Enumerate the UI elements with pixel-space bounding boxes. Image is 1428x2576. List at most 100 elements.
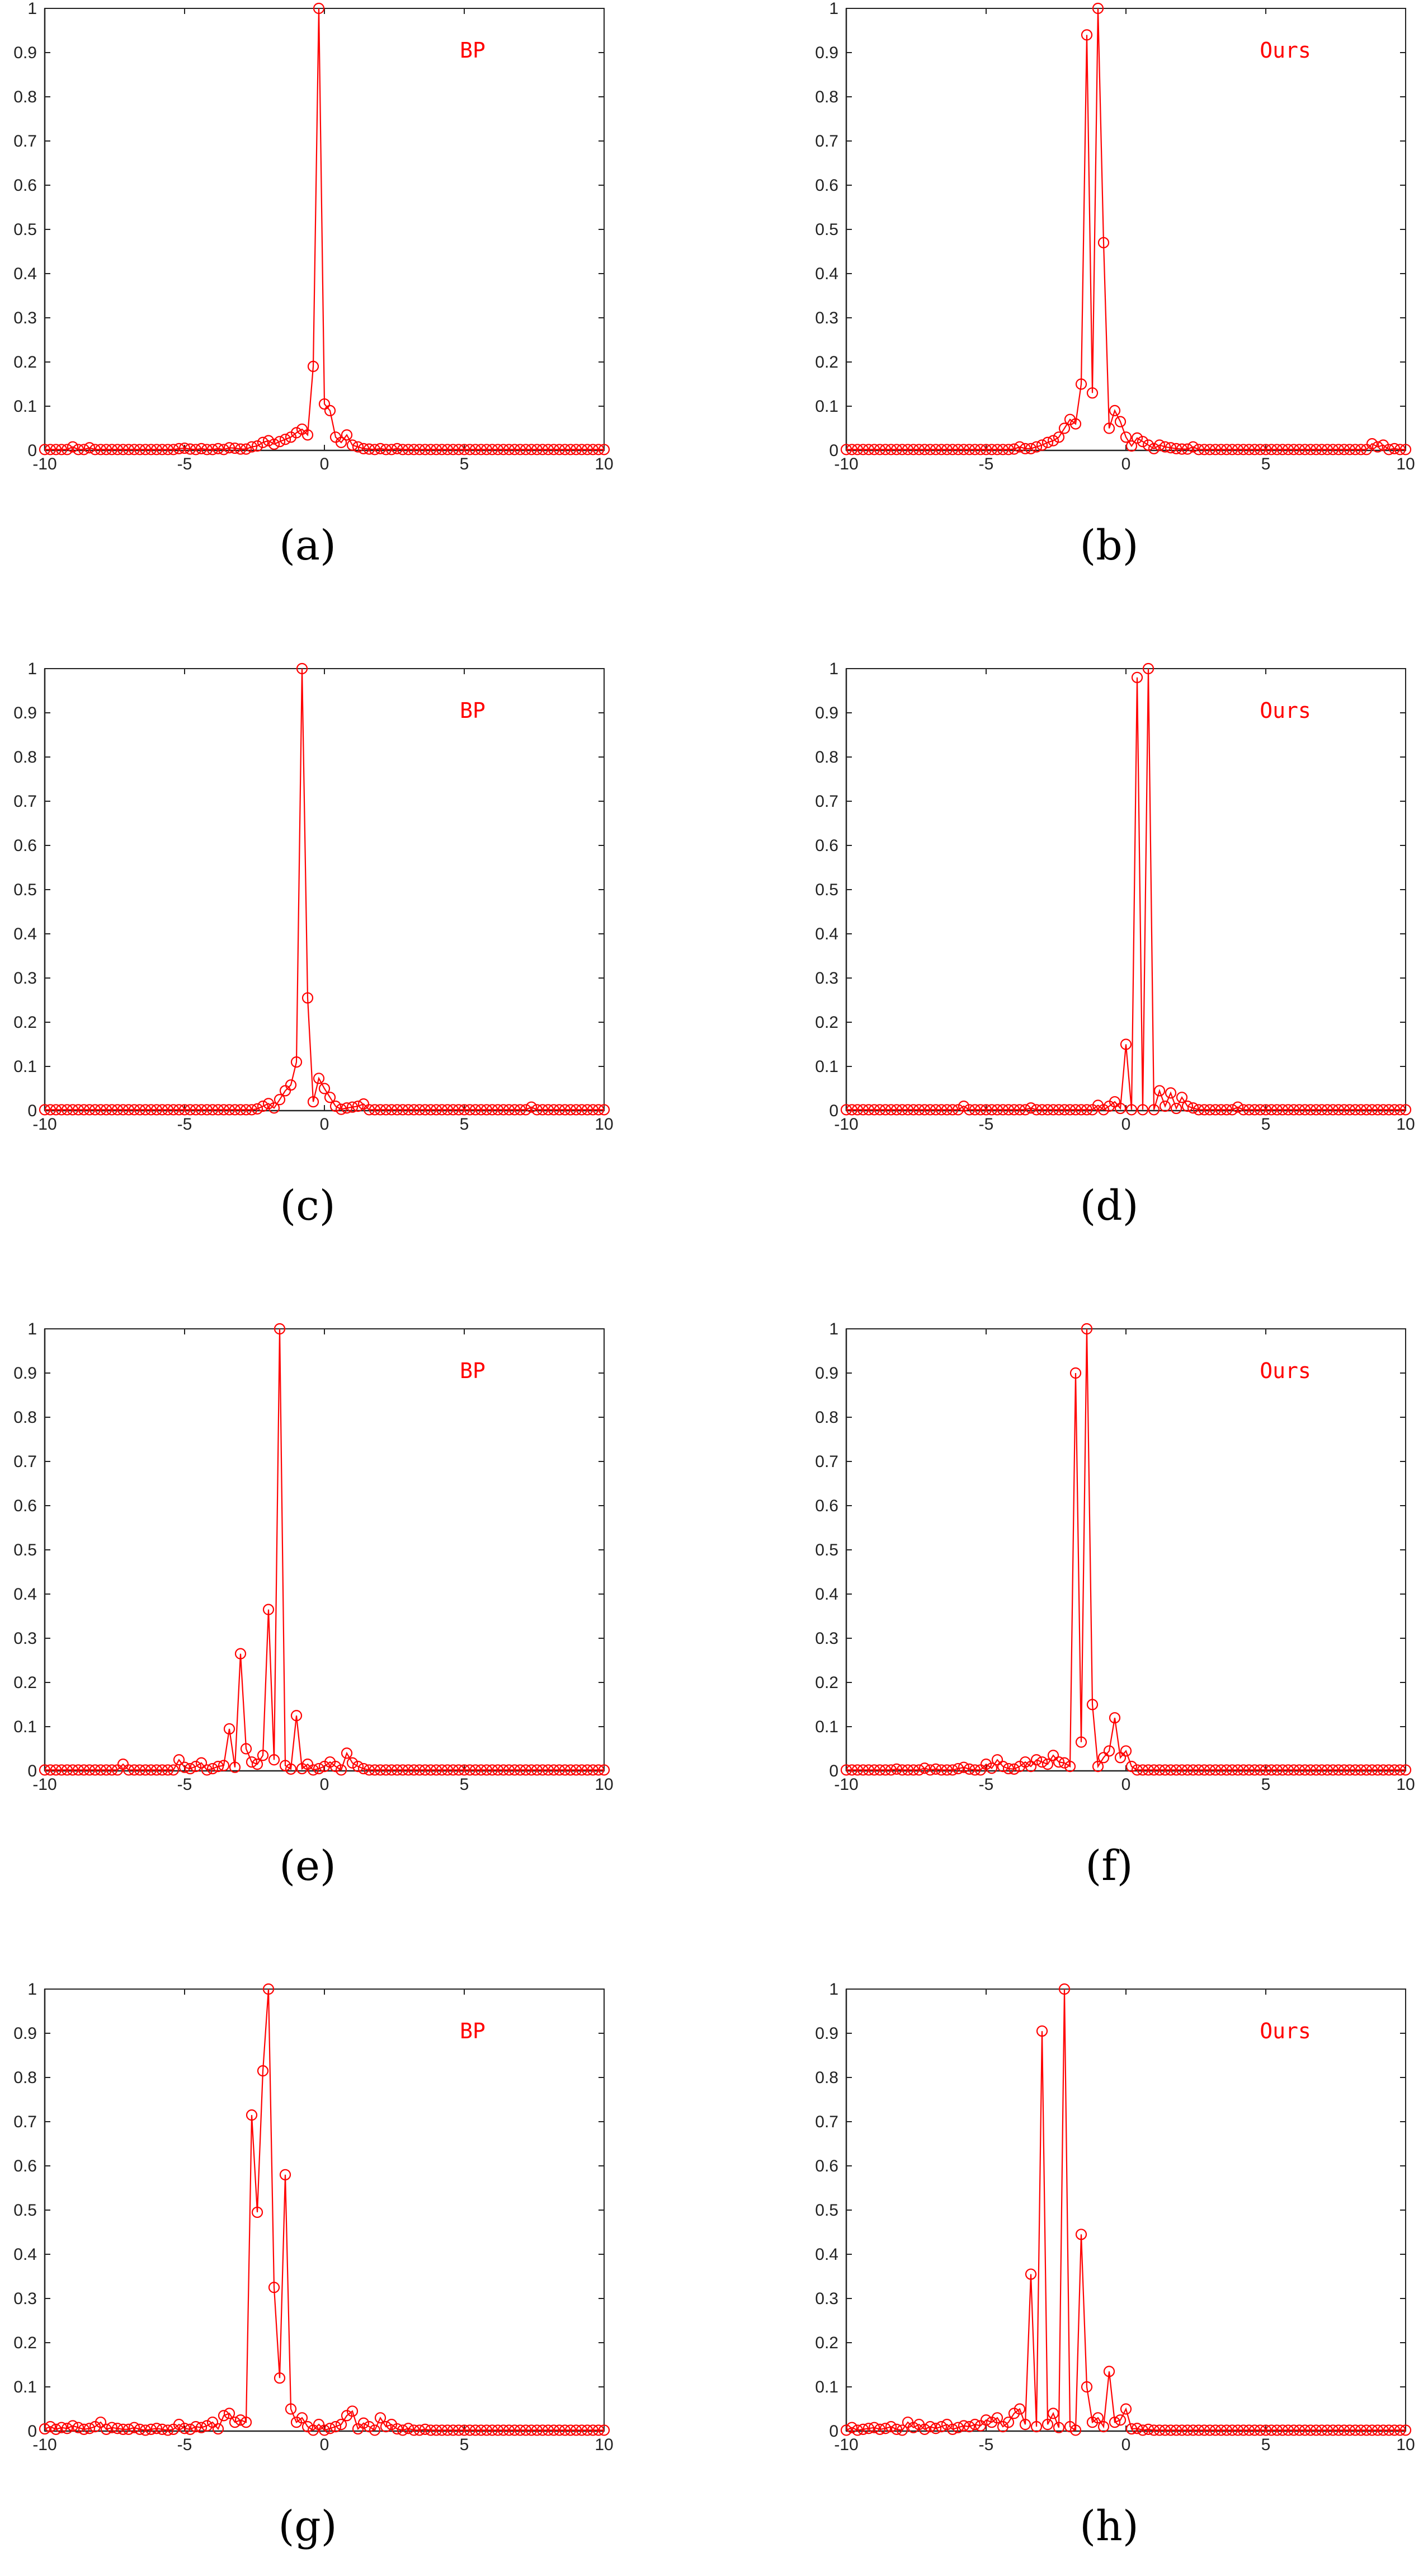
data-point <box>851 2424 864 2436</box>
y-tick-label: 0.4 <box>815 925 838 943</box>
x-tick-label: -10 <box>834 455 858 473</box>
data-point <box>1142 1764 1154 1776</box>
data-point <box>469 2424 482 2436</box>
data-point <box>1014 2403 1026 2415</box>
data-point <box>240 2417 252 2428</box>
y-tick-label: 0.4 <box>815 265 838 283</box>
data-point <box>1193 1104 1205 1116</box>
data-point <box>458 2424 470 2436</box>
y-tick-label: 0.8 <box>815 748 838 767</box>
y-tick-label: 0.9 <box>815 44 838 62</box>
data-point <box>587 1764 599 1776</box>
data-point <box>61 1764 73 1776</box>
data-point <box>542 444 554 455</box>
data-point <box>1310 2424 1322 2436</box>
data-point <box>1388 443 1401 454</box>
data-point <box>218 1104 230 1116</box>
data-point <box>1243 2424 1255 2436</box>
data-point <box>941 444 953 455</box>
data-point <box>1366 438 1378 450</box>
data-point <box>1394 444 1406 455</box>
data-point <box>1025 2268 1037 2280</box>
data-point <box>592 1104 605 1116</box>
data-point <box>458 1764 470 1776</box>
data-point <box>1360 2424 1373 2436</box>
data-point <box>536 1764 549 1776</box>
data-point <box>106 444 118 455</box>
data-point <box>587 1104 599 1116</box>
data-point <box>240 443 252 455</box>
data-point <box>598 1104 610 1116</box>
data-point <box>1288 444 1300 455</box>
data-point <box>1399 1104 1412 1116</box>
data-point <box>980 1104 992 1116</box>
plot-frame <box>44 1989 605 2432</box>
data-point <box>863 2423 875 2434</box>
data-point <box>581 1764 593 1776</box>
data-point <box>162 444 174 455</box>
data-point <box>1125 1761 1138 1773</box>
data-point <box>1047 1750 1059 1761</box>
data-point <box>1293 2424 1306 2436</box>
data-point <box>536 1104 549 1116</box>
data-point <box>1299 444 1311 455</box>
data-point <box>525 2424 538 2436</box>
data-point <box>492 1764 504 1776</box>
data-point <box>868 444 880 455</box>
data-point <box>447 1104 459 1116</box>
data-point <box>980 1759 992 1770</box>
data-point <box>139 1764 152 1776</box>
data-point <box>150 1104 163 1116</box>
data-point <box>240 1104 252 1116</box>
data-point <box>268 1754 280 1766</box>
y-tick-label: 0.3 <box>815 309 838 327</box>
data-point <box>1394 1764 1406 1776</box>
data-point <box>1220 1104 1233 1116</box>
data-point <box>525 444 538 455</box>
data-point <box>508 444 521 455</box>
data-point <box>206 1104 219 1116</box>
data-point <box>430 1104 442 1116</box>
data-point <box>1349 2424 1361 2436</box>
data-point <box>106 1764 118 1776</box>
data-point <box>1137 1764 1149 1776</box>
data-point <box>1165 2424 1177 2436</box>
data-point <box>72 1764 84 1776</box>
data-point <box>503 1764 515 1776</box>
data-point <box>991 2412 1003 2424</box>
data-point <box>335 1764 347 1776</box>
data-point <box>896 1764 908 1776</box>
data-point <box>997 1761 1009 1773</box>
data-point <box>564 1764 577 1776</box>
data-point <box>1310 1764 1322 1776</box>
x-tick-label: -5 <box>177 1775 192 1794</box>
y-tick-label: 1 <box>829 0 838 18</box>
data-point <box>184 2423 196 2435</box>
data-point <box>480 1764 493 1776</box>
data-point <box>1399 1764 1412 1776</box>
data-point <box>913 1104 925 1116</box>
data-point <box>100 2423 112 2435</box>
y-tick-label: 0.4 <box>13 2245 37 2264</box>
legend-label: BP <box>460 1358 486 1383</box>
data-point <box>1153 1764 1166 1776</box>
y-tick-label: 0.5 <box>815 881 838 899</box>
data-point <box>1332 2424 1345 2436</box>
data-point <box>1254 444 1266 455</box>
data-point <box>1372 1764 1384 1776</box>
data-point <box>67 441 79 453</box>
data-point <box>279 434 291 445</box>
data-point <box>307 360 319 373</box>
data-point <box>1165 1764 1177 1776</box>
data-point <box>1316 1764 1328 1776</box>
data-point <box>363 1104 375 1116</box>
data-point <box>201 1104 213 1116</box>
data-point <box>1036 1104 1048 1116</box>
data-point <box>436 444 448 455</box>
data-point <box>150 2423 163 2434</box>
data-point <box>1366 1764 1378 1776</box>
data-point <box>324 1092 336 1103</box>
data-point <box>262 435 275 446</box>
data-point <box>274 1094 286 1106</box>
x-tick-label: -5 <box>979 2436 994 2454</box>
